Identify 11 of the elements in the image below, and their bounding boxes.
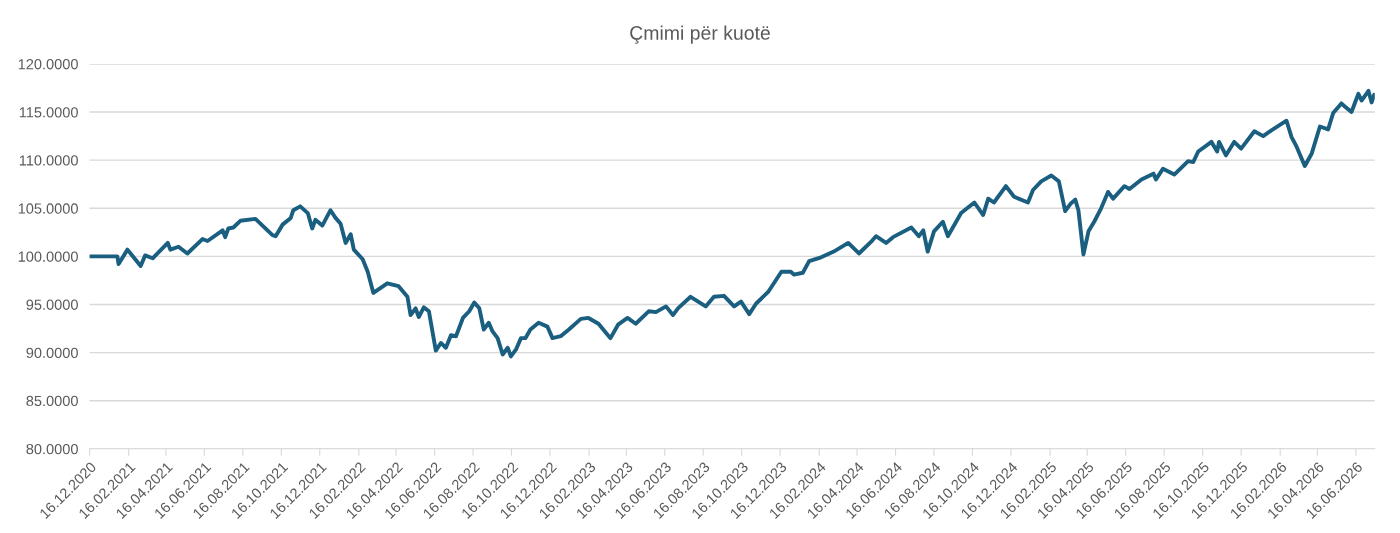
y-tick-label: 100.0000 <box>18 251 78 262</box>
y-tick-label: 115.0000 <box>19 107 78 118</box>
y-tick-label: 85.0000 <box>26 395 78 407</box>
y-tick-label: 105.0000 <box>18 203 78 214</box>
chart-title: Çmimi për kuotë <box>630 25 770 44</box>
y-tick-label: 110.0000 <box>19 155 78 166</box>
y-tick-label: 90.0000 <box>26 347 78 359</box>
y-tick-label: 80.0000 <box>26 443 78 455</box>
y-tick-label: 95.0000 <box>26 299 78 310</box>
line-series <box>89 88 1375 359</box>
y-tick-label: 120.0000 <box>18 59 78 70</box>
